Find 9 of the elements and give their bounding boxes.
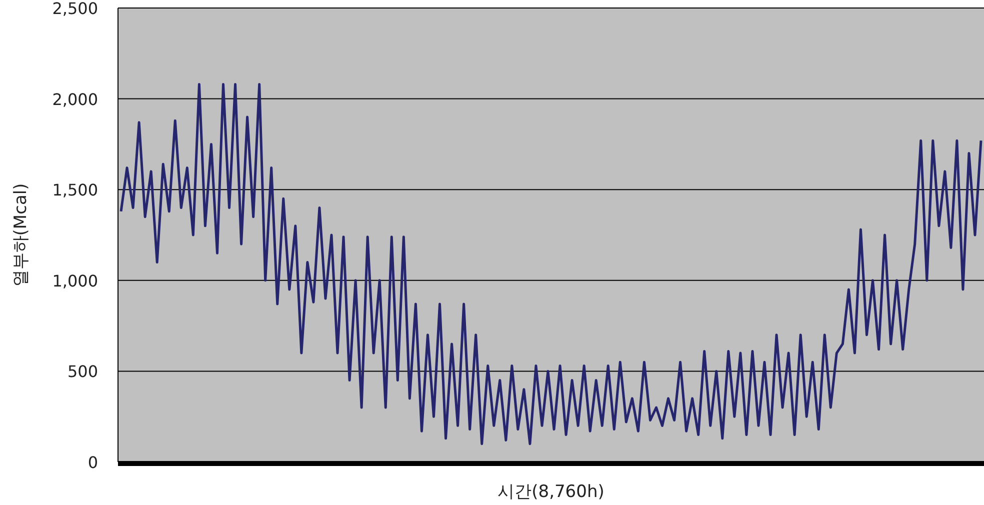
y-tick-label: 1,500 <box>52 180 98 200</box>
y-tick-label: 2,500 <box>52 0 98 18</box>
y-tick-label: 500 <box>67 362 98 382</box>
y-tick-label: 1,000 <box>52 271 98 290</box>
y-axis-title: 열부하(Mcal) <box>11 183 31 287</box>
y-tick-label: 2,000 <box>52 90 98 109</box>
x-axis-title: 시간(8,760h) <box>498 482 604 502</box>
y-tick-label: 0 <box>88 453 98 472</box>
line-series <box>120 83 982 446</box>
